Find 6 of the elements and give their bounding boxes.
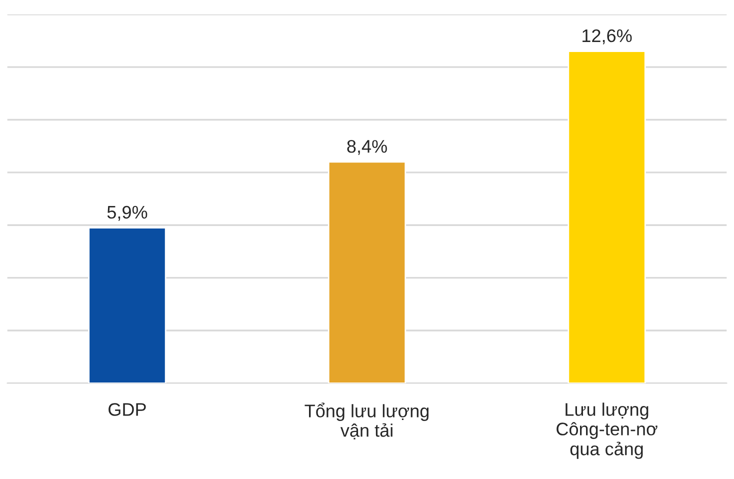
data-label: 8,4% bbox=[347, 140, 387, 155]
data-label: 5,9% bbox=[107, 206, 148, 221]
x-tick-label: Tổng lưu lượng vận tải bbox=[304, 402, 429, 440]
data-label: 12,6% bbox=[582, 29, 632, 44]
x-tick-label: GDP bbox=[108, 403, 146, 416]
x-tick-label: Lưu lượng Công-ten-nơ qua cảng bbox=[556, 402, 658, 459]
